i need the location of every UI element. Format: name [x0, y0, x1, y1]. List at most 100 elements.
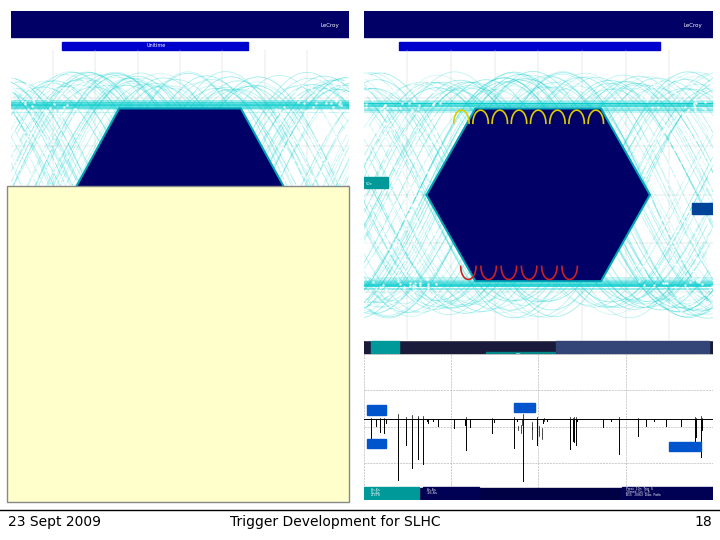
Point — [132, 203, 143, 212]
Point — [434, 118, 446, 126]
Point — [325, 162, 336, 171]
Point — [305, 121, 317, 130]
Point — [214, 215, 225, 224]
Point — [428, 148, 439, 157]
Point — [58, 178, 70, 186]
Point — [343, 211, 355, 220]
Point — [379, 260, 391, 268]
Point — [273, 266, 284, 275]
Point — [282, 220, 294, 229]
Point — [495, 224, 506, 232]
Point — [652, 103, 664, 112]
Point — [381, 259, 392, 268]
Point — [655, 129, 667, 137]
Point — [523, 192, 535, 201]
Point — [194, 225, 205, 233]
Point — [432, 91, 444, 99]
Point — [164, 130, 176, 138]
Point — [48, 224, 60, 232]
Point — [294, 82, 305, 90]
Point — [362, 183, 374, 192]
Point — [27, 210, 38, 218]
Point — [208, 263, 220, 272]
Point — [223, 123, 235, 131]
Point — [657, 127, 668, 136]
Point — [677, 258, 688, 267]
Point — [538, 254, 549, 263]
Point — [422, 179, 433, 187]
Point — [20, 166, 32, 174]
Point — [380, 178, 392, 186]
Point — [168, 169, 180, 178]
Point — [309, 179, 320, 188]
Point — [690, 139, 701, 148]
Point — [337, 236, 348, 245]
Point — [573, 154, 585, 163]
Point — [513, 232, 525, 241]
Point — [320, 227, 331, 236]
Point — [671, 159, 683, 168]
Point — [317, 179, 328, 188]
Point — [197, 121, 209, 130]
Point — [536, 254, 547, 262]
Point — [42, 250, 53, 259]
Point — [131, 188, 143, 197]
Point — [67, 269, 78, 278]
Point — [631, 175, 643, 184]
Point — [543, 224, 554, 233]
Point — [166, 192, 177, 201]
Point — [655, 177, 667, 186]
Point — [663, 209, 675, 218]
Point — [167, 199, 179, 207]
Point — [657, 127, 668, 136]
Point — [377, 228, 389, 237]
Point — [197, 247, 209, 256]
Point — [171, 220, 183, 228]
Point — [289, 181, 301, 190]
Point — [338, 239, 350, 248]
Point — [561, 163, 572, 172]
Point — [580, 164, 592, 173]
Point — [220, 255, 232, 264]
Point — [405, 176, 416, 185]
Point — [578, 216, 590, 225]
Point — [527, 194, 539, 202]
Point — [219, 237, 230, 245]
Point — [337, 259, 348, 268]
Point — [307, 281, 318, 289]
Point — [30, 154, 42, 163]
Point — [651, 140, 662, 149]
Point — [668, 238, 680, 246]
Point — [568, 165, 580, 173]
Point — [374, 289, 385, 298]
Point — [57, 174, 68, 183]
Point — [297, 258, 309, 266]
Point — [705, 147, 716, 156]
Point — [539, 204, 551, 213]
Point — [654, 185, 666, 194]
Point — [64, 244, 76, 252]
Point — [9, 153, 20, 161]
Point — [363, 180, 374, 189]
Point — [314, 126, 325, 134]
Point — [664, 202, 675, 211]
Point — [383, 186, 395, 195]
Point — [680, 174, 692, 183]
Point — [332, 218, 343, 226]
Point — [205, 225, 217, 233]
Point — [278, 253, 289, 261]
Point — [291, 284, 302, 292]
Point — [482, 168, 493, 177]
Point — [423, 168, 434, 177]
Point — [312, 248, 324, 257]
Point — [159, 187, 171, 195]
Point — [300, 131, 312, 140]
Point — [37, 201, 48, 210]
Point — [343, 124, 355, 132]
Point — [18, 128, 30, 137]
Point — [398, 284, 410, 292]
Point — [395, 256, 407, 265]
Point — [567, 263, 579, 272]
Point — [387, 123, 398, 132]
Point — [705, 95, 716, 104]
